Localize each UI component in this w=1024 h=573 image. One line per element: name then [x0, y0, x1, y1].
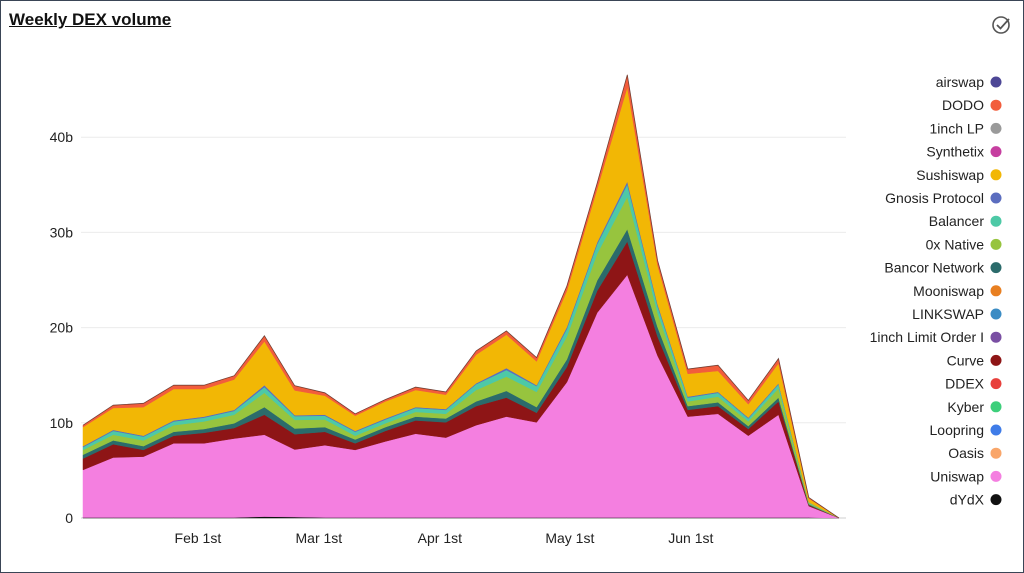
legend-label: Synthetix — [926, 144, 984, 160]
legend-swatch — [990, 238, 1002, 250]
legend-swatch — [990, 192, 1002, 204]
legend-swatch — [990, 215, 1002, 227]
legend-item-synthetix[interactable]: Synthetix — [926, 144, 1002, 160]
legend-label: DDEX — [945, 376, 985, 392]
legend-label: Uniswap — [930, 468, 984, 484]
legend-swatch — [990, 262, 1002, 274]
x-tick-label: Feb 1st — [175, 530, 222, 546]
check-circle-icon[interactable] — [991, 14, 1013, 36]
legend-item-uniswap[interactable]: Uniswap — [930, 468, 1002, 484]
legend-item-gnosis-protocol[interactable]: Gnosis Protocol — [885, 190, 1002, 206]
legend-swatch — [990, 76, 1002, 88]
legend-swatch — [990, 354, 1002, 366]
y-tick-label: 0 — [65, 510, 73, 526]
legend-label: LINKSWAP — [912, 306, 984, 322]
legend-item-curve[interactable]: Curve — [947, 352, 1002, 368]
x-tick-label: Mar 1st — [296, 530, 343, 546]
legend-label: 0x Native — [926, 236, 985, 252]
legend-item-balancer[interactable]: Balancer — [929, 213, 1002, 229]
legend-item-dodo[interactable]: DODO — [942, 97, 1002, 113]
legend-swatch — [990, 424, 1002, 436]
legend-swatch — [990, 331, 1002, 343]
y-tick-label: 30b — [50, 224, 74, 240]
legend-label: Loopring — [930, 422, 985, 438]
legend-item-kyber[interactable]: Kyber — [947, 399, 1002, 415]
legend-swatch — [990, 494, 1002, 506]
y-tick-label: 20b — [50, 320, 74, 336]
legend-item-0x-native[interactable]: 0x Native — [926, 236, 1002, 252]
legend-label: DODO — [942, 97, 984, 113]
legend-item-bancor-network[interactable]: Bancor Network — [884, 260, 1002, 276]
y-tick-label: 10b — [50, 415, 74, 431]
legend-label: Kyber — [947, 399, 984, 415]
legend-item-dydx[interactable]: dYdX — [950, 492, 1002, 508]
legend-label: dYdX — [950, 492, 985, 508]
legend-swatch — [990, 470, 1002, 482]
legend-label: 1inch LP — [930, 120, 984, 136]
legend-label: airswap — [936, 74, 984, 90]
legend-swatch — [990, 401, 1002, 413]
legend-label: Gnosis Protocol — [885, 190, 984, 206]
legend-label: 1inch Limit Order I — [870, 329, 984, 345]
legend-item-1inch-lp[interactable]: 1inch LP — [930, 120, 1002, 136]
legend-item-loopring[interactable]: Loopring — [930, 422, 1002, 438]
legend-item-1inch-limit-order-i[interactable]: 1inch Limit Order I — [870, 329, 1002, 345]
legend-item-oasis[interactable]: Oasis — [948, 445, 1002, 461]
legend-label: Balancer — [929, 213, 985, 229]
x-tick-label: May 1st — [545, 530, 594, 546]
legend-item-airswap[interactable]: airswap — [936, 74, 1002, 90]
legend-label: Bancor Network — [884, 260, 985, 276]
series-dydx-line — [82, 74, 840, 519]
x-tick-label: Jun 1st — [668, 530, 713, 546]
legend-label: Curve — [947, 352, 985, 368]
legend-label: Sushiswap — [916, 167, 984, 183]
legend-swatch — [990, 378, 1002, 390]
legend-item-sushiswap[interactable]: Sushiswap — [916, 167, 1002, 183]
legend-item-mooniswap[interactable]: Mooniswap — [913, 283, 1002, 299]
chart-title[interactable]: Weekly DEX volume — [9, 10, 172, 29]
legend-label: Oasis — [948, 445, 984, 461]
legend-swatch — [990, 122, 1002, 134]
legend-item-linkswap[interactable]: LINKSWAP — [912, 306, 1002, 322]
legend-swatch — [990, 146, 1002, 158]
y-tick-label: 40b — [50, 129, 74, 145]
x-tick-label: Apr 1st — [418, 530, 462, 546]
legend-swatch — [990, 99, 1002, 111]
legend-item-ddex[interactable]: DDEX — [945, 376, 1002, 392]
legend-swatch — [990, 285, 1002, 297]
legend-label: Mooniswap — [913, 283, 984, 299]
legend-swatch — [990, 447, 1002, 459]
legend-swatch — [990, 308, 1002, 320]
legend-swatch — [990, 169, 1002, 181]
